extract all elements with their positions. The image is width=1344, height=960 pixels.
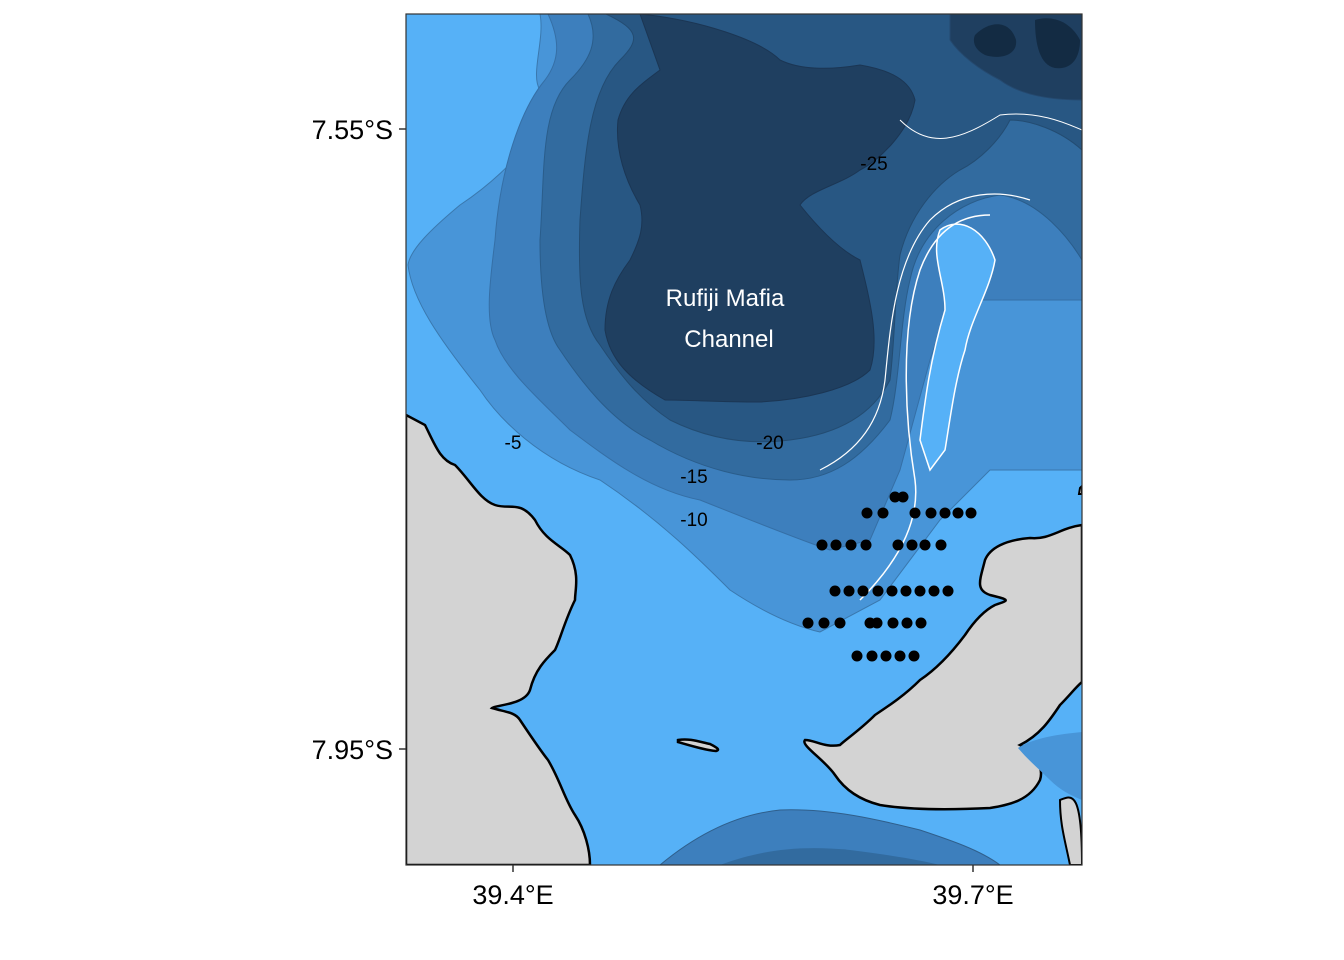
contour-label-15: -15 <box>680 467 707 488</box>
depth-band-25 <box>604 14 916 403</box>
station-point <box>829 585 841 597</box>
contour-label-10: -10 <box>680 510 707 531</box>
station-point <box>965 507 977 519</box>
depth-band-south-inner <box>720 848 940 865</box>
station-point <box>816 539 828 551</box>
place-label-line-1: Rufiji Mafia <box>666 285 785 312</box>
contour-label-5: -5 <box>505 433 522 454</box>
station-point <box>901 617 913 629</box>
station-point <box>857 585 869 597</box>
station-point <box>897 491 909 503</box>
station-point <box>866 650 878 662</box>
station-point <box>914 585 926 597</box>
station-point <box>906 539 918 551</box>
station-point <box>818 617 830 629</box>
station-point <box>887 617 899 629</box>
station-point <box>915 617 927 629</box>
shallow-inlet <box>919 223 996 472</box>
station-point <box>935 539 947 551</box>
station-point <box>908 650 920 662</box>
depth-band-southeast <box>1018 732 1082 800</box>
station-point <box>889 491 901 503</box>
land-islet <box>676 738 720 753</box>
station-point <box>802 617 814 629</box>
station-point <box>861 507 873 519</box>
station-point <box>843 585 855 597</box>
contour-label-25: -25 <box>860 154 887 175</box>
station-point <box>939 507 951 519</box>
station-point <box>877 507 889 519</box>
station-point <box>851 650 863 662</box>
land-speck-east <box>1077 484 1082 495</box>
panel-border <box>405 13 1083 866</box>
isoline-white-3 <box>899 113 1082 139</box>
station-point <box>909 507 921 519</box>
station-points <box>802 491 977 662</box>
map-panel <box>406 14 1082 865</box>
station-point <box>942 585 954 597</box>
station-point <box>952 507 964 519</box>
depth-pocket-2 <box>1035 18 1080 69</box>
depth-pocket-1 <box>973 24 1017 57</box>
station-point <box>928 585 940 597</box>
station-point <box>830 539 842 551</box>
isoline-white-2 <box>819 193 1031 471</box>
station-point <box>871 617 883 629</box>
y-tick-label-2: 7.95°S <box>312 735 393 765</box>
station-point <box>925 507 937 519</box>
station-point <box>886 585 898 597</box>
station-point <box>900 585 912 597</box>
x-tick-label-2: 39.7°E <box>932 880 1013 910</box>
place-label-line-2: Channel <box>684 326 773 353</box>
station-point <box>872 585 884 597</box>
station-point <box>880 650 892 662</box>
land-mainland-west <box>406 413 592 865</box>
station-point <box>834 617 846 629</box>
station-point <box>919 539 931 551</box>
station-point <box>892 539 904 551</box>
land-islands-southeast <box>1058 796 1082 865</box>
x-tick-label-1: 39.4°E <box>472 880 553 910</box>
depth-band-south <box>659 809 1001 865</box>
station-point <box>894 650 906 662</box>
station-point <box>860 539 872 551</box>
isoline-white-1 <box>859 214 991 601</box>
contour-label-20: -20 <box>756 433 783 454</box>
station-point <box>845 539 857 551</box>
y-tick-label-1: 7.55°S <box>312 115 393 145</box>
